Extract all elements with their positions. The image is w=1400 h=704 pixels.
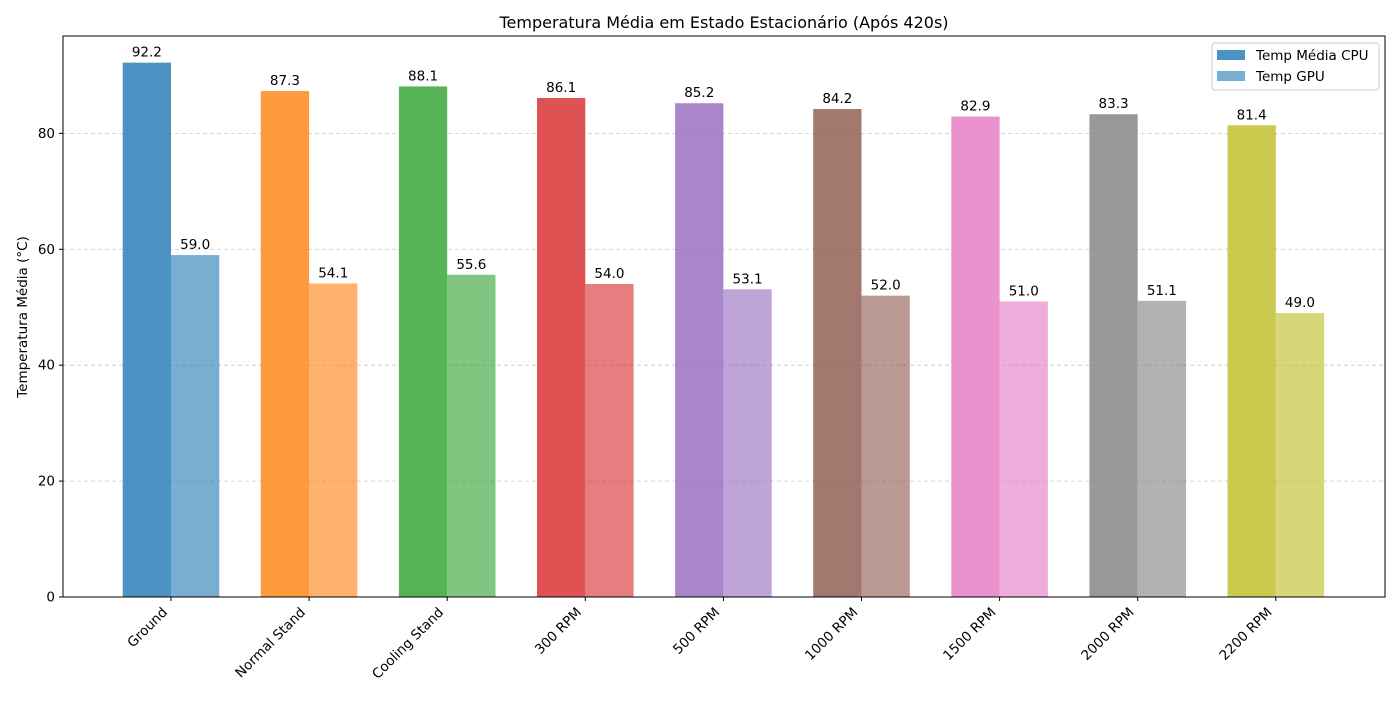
- y-tick-label: 40: [38, 358, 55, 374]
- bar-value-label-gpu: 49.0: [1285, 295, 1315, 311]
- legend-swatch-cpu: [1217, 50, 1245, 60]
- legend-label-cpu: Temp Média CPU: [1255, 48, 1369, 64]
- legend-label-gpu: Temp GPU: [1255, 69, 1325, 85]
- bar-gpu: [861, 295, 910, 597]
- bar-cpu: [813, 109, 862, 597]
- y-axis: 0 20 40 60 80: [38, 126, 63, 606]
- bar-gpu: [171, 255, 220, 597]
- bar-value-label-cpu: 81.4: [1237, 107, 1267, 123]
- bar-gpu: [723, 289, 772, 597]
- bar-value-label-cpu: 83.3: [1099, 96, 1129, 112]
- bar-gpu: [999, 301, 1048, 597]
- bar-gpu: [585, 284, 634, 597]
- y-tick-label: 60: [38, 242, 55, 258]
- bars: [122, 62, 1325, 598]
- bar-cpu: [122, 62, 171, 597]
- bar-cpu: [1089, 114, 1138, 597]
- bar-value-label-gpu: 51.1: [1147, 283, 1177, 299]
- bar-value-label-cpu: 86.1: [546, 80, 576, 96]
- bar-value-label-cpu: 84.2: [822, 91, 852, 107]
- bar-value-label-gpu: 55.6: [456, 257, 486, 273]
- chart-title: Temperatura Média em Estado Estacionário…: [498, 13, 948, 32]
- bar-labels: 92.2 59.0 87.3 54.1 88.1 55.6 86.1 54.0 85.2 53.1…: [132, 45, 1315, 311]
- bar-value-label-gpu: 59.0: [180, 237, 210, 253]
- bar-cpu: [951, 116, 1000, 597]
- legend-swatch-gpu: [1217, 71, 1245, 81]
- y-axis-label: Temperatura Média (°C): [15, 236, 31, 399]
- y-tick-label: 20: [38, 474, 55, 490]
- bar-value-label-cpu: 85.2: [684, 85, 714, 101]
- y-tick-label: 80: [38, 126, 55, 142]
- bar-value-label-gpu: 54.0: [594, 266, 624, 282]
- bar-value-label-gpu: 51.0: [1009, 283, 1039, 299]
- legend: Temp Média CPU Temp GPU: [1211, 42, 1380, 91]
- bar-cpu: [537, 98, 586, 598]
- bar-value-label-cpu: 92.2: [132, 45, 162, 61]
- bar-value-label-cpu: 88.1: [408, 68, 438, 84]
- bar-value-label-gpu: 54.1: [318, 265, 348, 281]
- bar-value-label-cpu: 82.9: [960, 99, 990, 115]
- bar-value-label-gpu: 53.1: [733, 271, 763, 287]
- bar-cpu: [398, 86, 448, 597]
- y-tick-label: 0: [46, 590, 55, 606]
- bar-gpu: [309, 283, 358, 597]
- bar-gpu: [447, 274, 496, 597]
- bar-gpu: [1137, 300, 1186, 597]
- bar-cpu: [260, 91, 310, 597]
- bar-gpu: [1275, 313, 1325, 597]
- plot-frame: [62, 35, 1386, 598]
- bar-value-label-gpu: 52.0: [871, 278, 901, 294]
- bar-cpu: [1227, 125, 1276, 597]
- bar-cpu: [675, 103, 724, 598]
- bar-value-label-cpu: 87.3: [270, 73, 300, 89]
- legend-box: [1211, 42, 1380, 91]
